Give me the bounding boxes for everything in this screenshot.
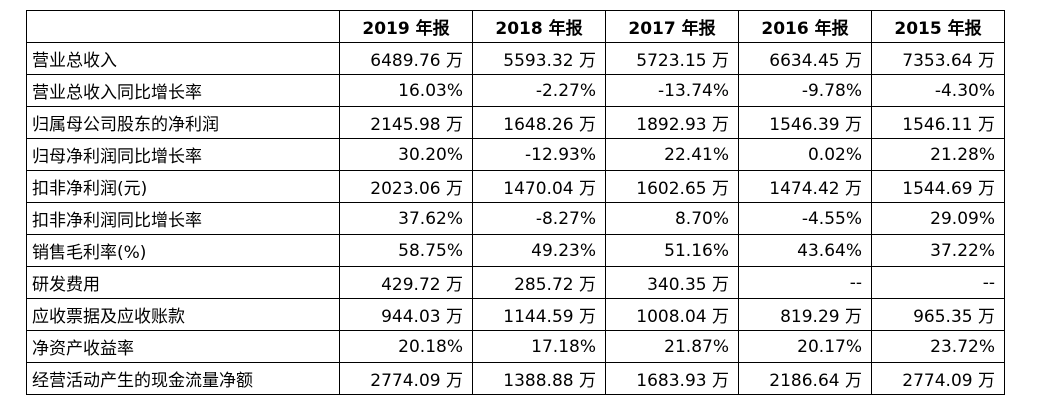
value-cell: 1544.69 万 bbox=[871, 170, 1005, 203]
row-label-cell: 净资产收益率 bbox=[26, 330, 340, 363]
financial-table-container: 2019 年报 2018 年报 2017 年报 2016 年报 2015 年报 … bbox=[26, 10, 1005, 395]
value-cell: 2186.64 万 bbox=[738, 362, 872, 395]
value-cell: 20.18% bbox=[339, 330, 473, 363]
value-cell: 6489.76 万 bbox=[339, 42, 473, 75]
table-row: 营业总收入同比增长率 16.03% -2.27% -13.74% -9.78% -4.30… bbox=[26, 74, 1005, 107]
table-body: 营业总收入 6489.76 万 5593.32 万 5723.15 万 6634.45 … bbox=[26, 42, 1005, 395]
row-label-cell: 扣非净利润(元) bbox=[26, 170, 340, 203]
value-cell: 0.02% bbox=[738, 138, 872, 171]
table-header-row: 2019 年报 2018 年报 2017 年报 2016 年报 2015 年报 bbox=[26, 10, 1005, 43]
table-row: 净资产收益率 20.18% 17.18% 21.87% 20.17% 23.72% bbox=[26, 330, 1005, 363]
value-cell: 21.87% bbox=[605, 330, 739, 363]
value-cell: 49.23% bbox=[472, 234, 606, 267]
value-cell: -- bbox=[871, 266, 1005, 299]
value-cell: 51.16% bbox=[605, 234, 739, 267]
financial-summary-table: 2019 年报 2018 年报 2017 年报 2016 年报 2015 年报 … bbox=[26, 10, 1005, 395]
value-cell: 37.22% bbox=[871, 234, 1005, 267]
value-cell: 1648.26 万 bbox=[472, 106, 606, 139]
table-row: 归属母公司股东的净利润 2145.98 万 1648.26 万 1892.93 万 15… bbox=[26, 106, 1005, 139]
row-label-cell: 研发费用 bbox=[26, 266, 340, 299]
value-cell: 7353.64 万 bbox=[871, 42, 1005, 75]
row-label-cell: 营业总收入 bbox=[26, 42, 340, 75]
value-cell: 1546.11 万 bbox=[871, 106, 1005, 139]
value-cell: 17.18% bbox=[472, 330, 606, 363]
value-cell: -4.30% bbox=[871, 74, 1005, 107]
value-cell: 37.62% bbox=[339, 202, 473, 235]
table-row: 应收票据及应收账款 944.03 万 1144.59 万 1008.04 万 819.2… bbox=[26, 298, 1005, 331]
table-row: 归母净利润同比增长率 30.20% -12.93% 22.41% 0.02% 21.28% bbox=[26, 138, 1005, 171]
value-cell: 819.29 万 bbox=[738, 298, 872, 331]
row-label-cell: 营业总收入同比增长率 bbox=[26, 74, 340, 107]
header-cell-empty bbox=[26, 10, 340, 43]
value-cell: 1602.65 万 bbox=[605, 170, 739, 203]
row-label-cell: 经营活动产生的现金流量净额 bbox=[26, 362, 340, 395]
value-cell: 8.70% bbox=[605, 202, 739, 235]
value-cell: 1388.88 万 bbox=[472, 362, 606, 395]
table-row: 销售毛利率(%) 58.75% 49.23% 51.16% 43.64% 37.22% bbox=[26, 234, 1005, 267]
header-cell-2016: 2016 年报 bbox=[738, 10, 872, 43]
row-label-cell: 归母净利润同比增长率 bbox=[26, 138, 340, 171]
value-cell: 1144.59 万 bbox=[472, 298, 606, 331]
value-cell: -2.27% bbox=[472, 74, 606, 107]
header-cell-2015: 2015 年报 bbox=[871, 10, 1005, 43]
value-cell: -13.74% bbox=[605, 74, 739, 107]
value-cell: 23.72% bbox=[871, 330, 1005, 363]
value-cell: 2774.09 万 bbox=[339, 362, 473, 395]
value-cell: 22.41% bbox=[605, 138, 739, 171]
value-cell: -9.78% bbox=[738, 74, 872, 107]
value-cell: 1008.04 万 bbox=[605, 298, 739, 331]
table-row: 营业总收入 6489.76 万 5593.32 万 5723.15 万 6634.45 … bbox=[26, 42, 1005, 75]
value-cell: 1683.93 万 bbox=[605, 362, 739, 395]
value-cell: 21.28% bbox=[871, 138, 1005, 171]
value-cell: 5723.15 万 bbox=[605, 42, 739, 75]
value-cell: -8.27% bbox=[472, 202, 606, 235]
table-row: 扣非净利润同比增长率 37.62% -8.27% 8.70% -4.55% 29.09% bbox=[26, 202, 1005, 235]
value-cell: 1474.42 万 bbox=[738, 170, 872, 203]
header-cell-2017: 2017 年报 bbox=[605, 10, 739, 43]
value-cell: 5593.32 万 bbox=[472, 42, 606, 75]
table-row: 扣非净利润(元) 2023.06 万 1470.04 万 1602.65 万 1474.… bbox=[26, 170, 1005, 203]
value-cell: 6634.45 万 bbox=[738, 42, 872, 75]
header-cell-2018: 2018 年报 bbox=[472, 10, 606, 43]
value-cell: 429.72 万 bbox=[339, 266, 473, 299]
value-cell: 1470.04 万 bbox=[472, 170, 606, 203]
row-label-cell: 归属母公司股东的净利润 bbox=[26, 106, 340, 139]
value-cell: -- bbox=[738, 266, 872, 299]
row-label-cell: 应收票据及应收账款 bbox=[26, 298, 340, 331]
value-cell: 285.72 万 bbox=[472, 266, 606, 299]
value-cell: 965.35 万 bbox=[871, 298, 1005, 331]
value-cell: -4.55% bbox=[738, 202, 872, 235]
value-cell: 944.03 万 bbox=[339, 298, 473, 331]
value-cell: 30.20% bbox=[339, 138, 473, 171]
value-cell: 340.35 万 bbox=[605, 266, 739, 299]
table-row: 研发费用 429.72 万 285.72 万 340.35 万 -- -- bbox=[26, 266, 1005, 299]
value-cell: -12.93% bbox=[472, 138, 606, 171]
value-cell: 2774.09 万 bbox=[871, 362, 1005, 395]
header-cell-2019: 2019 年报 bbox=[339, 10, 473, 43]
value-cell: 20.17% bbox=[738, 330, 872, 363]
value-cell: 1546.39 万 bbox=[738, 106, 872, 139]
value-cell: 29.09% bbox=[871, 202, 1005, 235]
table-row: 经营活动产生的现金流量净额 2774.09 万 1388.88 万 1683.93 万… bbox=[26, 362, 1005, 395]
value-cell: 2145.98 万 bbox=[339, 106, 473, 139]
row-label-cell: 销售毛利率(%) bbox=[26, 234, 340, 267]
value-cell: 58.75% bbox=[339, 234, 473, 267]
row-label-cell: 扣非净利润同比增长率 bbox=[26, 202, 340, 235]
value-cell: 43.64% bbox=[738, 234, 872, 267]
value-cell: 1892.93 万 bbox=[605, 106, 739, 139]
value-cell: 16.03% bbox=[339, 74, 473, 107]
value-cell: 2023.06 万 bbox=[339, 170, 473, 203]
